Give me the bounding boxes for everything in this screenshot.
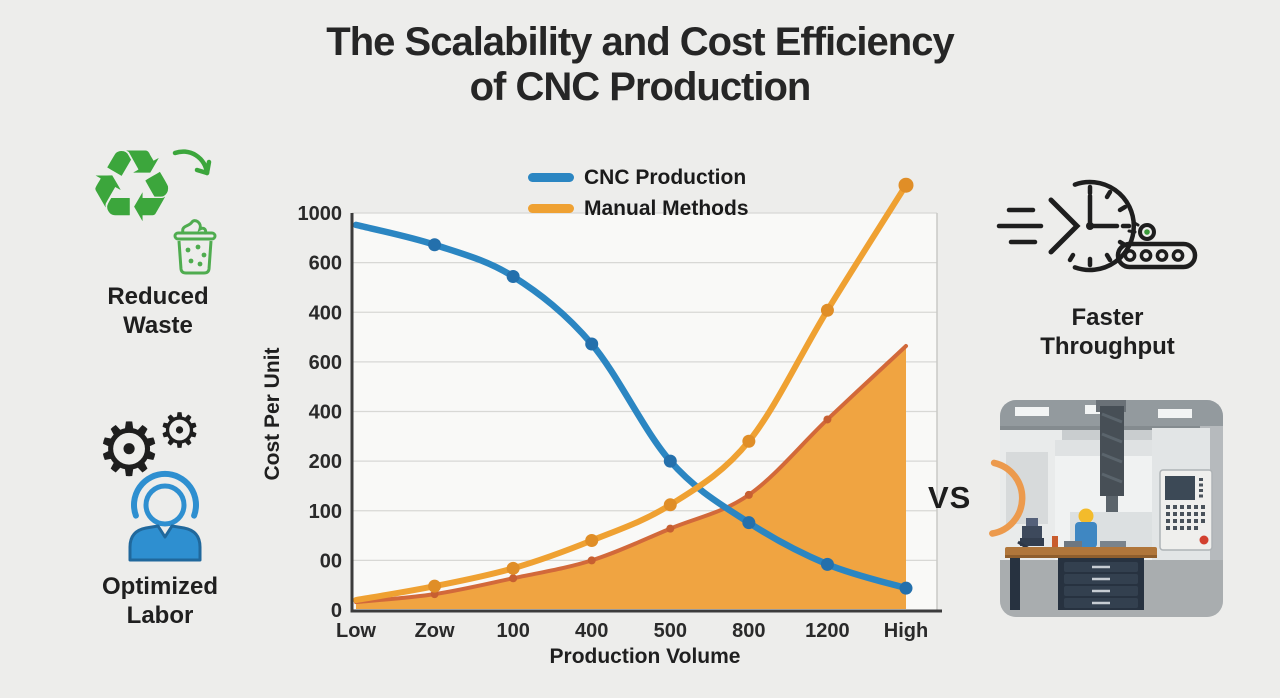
faster-throughput-label-line1: Faster <box>1071 304 1144 331</box>
manual-methods-marker <box>585 534 599 548</box>
vs-label: VS <box>928 480 972 515</box>
manual-methods-marker <box>820 303 834 317</box>
cnc-production-marker <box>585 337 599 351</box>
manual-methods-marker <box>506 561 520 575</box>
legend-swatch <box>528 204 574 213</box>
x-tick-label: 1200 <box>805 620 850 642</box>
x-tick-label: 500 <box>654 620 687 642</box>
cnc-production-marker <box>428 238 442 252</box>
legend-item: CNC Production <box>528 162 749 193</box>
recycling-icon: ♻ <box>87 128 177 245</box>
reduced-waste-icon-group: ♻ <box>85 135 235 280</box>
cnc-production-marker <box>506 270 520 284</box>
manual-methods-marker <box>428 579 442 593</box>
x-tick-label: 800 <box>732 620 765 642</box>
manual-area-marker <box>587 556 596 565</box>
x-tick-label: Zow <box>415 620 455 642</box>
manual-methods-marker <box>898 177 914 193</box>
y-tick-label: 0 <box>331 600 342 622</box>
gear-small-icon: ⚙ <box>158 403 202 459</box>
optimized-labor-label-line2: Labor <box>126 602 194 629</box>
optimized-labor-label: Optimized Labor <box>60 572 260 630</box>
y-tick-label: 600 <box>309 253 342 275</box>
legend-label: Manual Methods <box>584 196 749 220</box>
y-tick-label: 00 <box>320 550 342 572</box>
reduced-waste-label-line2: Waste <box>123 312 193 339</box>
y-tick-label: 200 <box>309 451 342 473</box>
y-tick-label: 1000 <box>298 203 343 225</box>
y-tick-label: 400 <box>309 402 342 424</box>
cnc-production-marker <box>742 516 756 530</box>
reduced-waste-label: Reduced Waste <box>68 282 248 340</box>
y-tick-label: 400 <box>309 302 342 324</box>
legend-swatch <box>528 173 574 182</box>
optimized-labor-label-line1: Optimized <box>101 573 218 600</box>
x-tick-label: High <box>884 620 928 642</box>
cnc-production-marker <box>663 454 677 468</box>
cnc-production-marker <box>820 557 834 571</box>
y-axis-title: Cost Per Unit <box>261 347 284 481</box>
x-tick-label: 100 <box>496 620 529 642</box>
cnc-production-line <box>352 221 910 592</box>
speed-clock-conveyor-icon <box>996 179 1198 273</box>
faster-throughput-label: Faster Throughput <box>1015 303 1200 361</box>
manual-area-marker <box>823 415 832 424</box>
conveyor-item-dot <box>1144 229 1150 235</box>
page-title: The Scalability and Cost Efficiency of C… <box>0 20 1280 110</box>
optimized-labor-icon-group: ⚙ ⚙ <box>88 405 248 565</box>
x-tick-label: 400 <box>575 620 608 642</box>
manual-methods-marker <box>742 434 756 448</box>
manual-area-marker <box>666 524 675 533</box>
y-tick-label: 100 <box>309 501 342 523</box>
page-title-line2: of CNC Production <box>469 65 812 109</box>
cnc-production-marker <box>899 581 913 595</box>
faster-throughput-label-line2: Throughput <box>1040 333 1175 360</box>
x-tick-label: Low <box>336 620 376 642</box>
page-title-line1: The Scalability and Cost Efficiency <box>326 20 954 64</box>
reduced-waste-label-line1: Reduced <box>107 283 209 310</box>
manual-area-fill <box>356 345 906 609</box>
worker-icon <box>128 470 202 562</box>
manual-area-marker <box>744 490 753 499</box>
y-tick-label: 600 <box>309 352 342 374</box>
legend-label: CNC Production <box>584 165 747 189</box>
waste-bin-icon <box>173 219 217 275</box>
chart-legend: CNC Production Manual Methods <box>528 162 749 224</box>
manual-methods-marker <box>663 498 677 512</box>
legend-item: Manual Methods <box>528 193 749 224</box>
manual-area-marker <box>509 574 518 583</box>
cycle-arrow-icon <box>172 149 212 176</box>
x-axis-title: Production Volume <box>549 645 741 668</box>
vs-arc-icon <box>989 459 1026 537</box>
cnc-machine-photo <box>1000 400 1223 617</box>
clock-face <box>1072 179 1136 273</box>
